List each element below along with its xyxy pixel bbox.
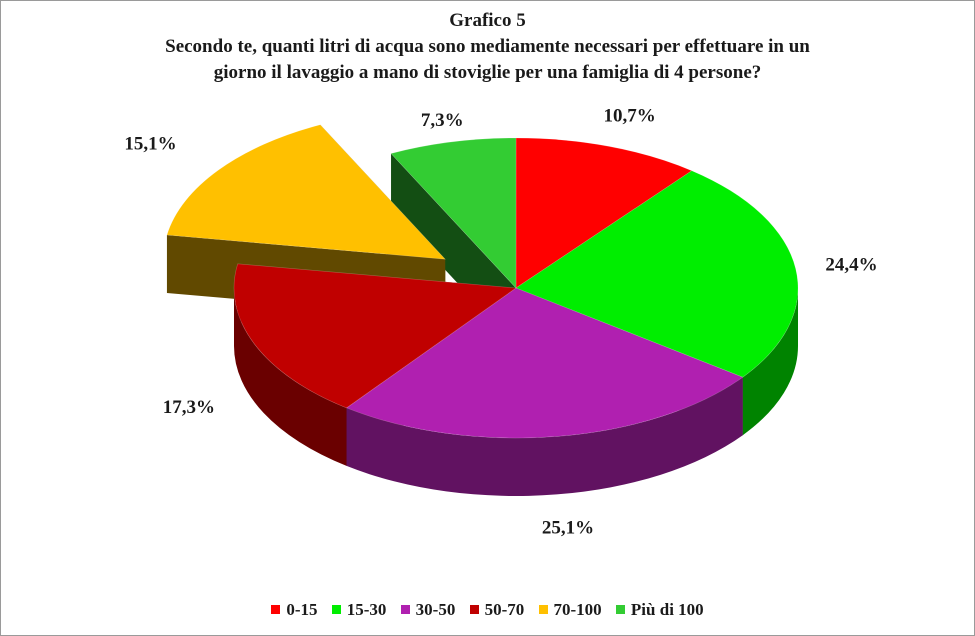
legend-label-15-30: 15-30	[346, 600, 387, 619]
legend-swatch-15-30	[331, 605, 341, 614]
legend-label-piu-di-100: Più di 100	[630, 600, 704, 619]
legend-item-50-70: 50-70	[469, 600, 525, 620]
legend-item-70-100: 70-100	[538, 600, 602, 620]
data-label-piu-di-100: 7,3%	[421, 110, 464, 131]
slice-70-100	[166, 124, 446, 260]
slice-rim-30-50	[346, 377, 743, 497]
data-label-0-15: 10,7%	[603, 105, 655, 126]
legend-item-30-50: 30-50	[400, 600, 456, 620]
legend-item-0-15: 0-15	[271, 600, 317, 620]
legend-label-30-50: 30-50	[415, 600, 456, 619]
legend-label-50-70: 50-70	[484, 600, 525, 619]
legend: 0-15 15-30 30-50 50-70 70-100 Più di 100	[0, 600, 975, 620]
legend-swatch-50-70	[469, 605, 479, 614]
slice-piu-di-100	[390, 137, 517, 289]
legend-swatch-0-15	[271, 605, 281, 614]
legend-swatch-70-100	[538, 605, 548, 614]
legend-swatch-30-50	[400, 605, 410, 614]
data-label-70-100: 15,1%	[124, 133, 176, 154]
slice-rim-50-70	[234, 288, 347, 466]
slice-0-15	[515, 137, 693, 289]
chart-subtitle-line-2: giorno il lavaggio a mano di stoviglie p…	[213, 62, 762, 83]
legend-swatch-piu-di-100	[615, 605, 625, 614]
slice-15-30	[515, 170, 799, 378]
legend-item-15-30: 15-30	[331, 600, 387, 620]
chart-title-block: Grafico 5 Secondo te, quanti litri di ac…	[0, 8, 975, 86]
chart-title: Grafico 5	[449, 10, 526, 31]
legend-label-70-100: 70-100	[553, 600, 602, 619]
slice-30-50	[345, 287, 744, 439]
slice-rim-15-30	[742, 288, 798, 436]
data-label-50-70: 17,3%	[163, 397, 215, 418]
legend-label-0-15: 0-15	[286, 600, 318, 619]
data-label-15-30: 24,4%	[825, 255, 877, 276]
slice-50-70	[233, 263, 517, 409]
data-label-30-50: 25,1%	[542, 517, 594, 538]
legend-item-piu-di-100: Più di 100	[615, 600, 704, 620]
chart-subtitle-line-1: Secondo te, quanti litri di acqua sono m…	[165, 36, 810, 57]
